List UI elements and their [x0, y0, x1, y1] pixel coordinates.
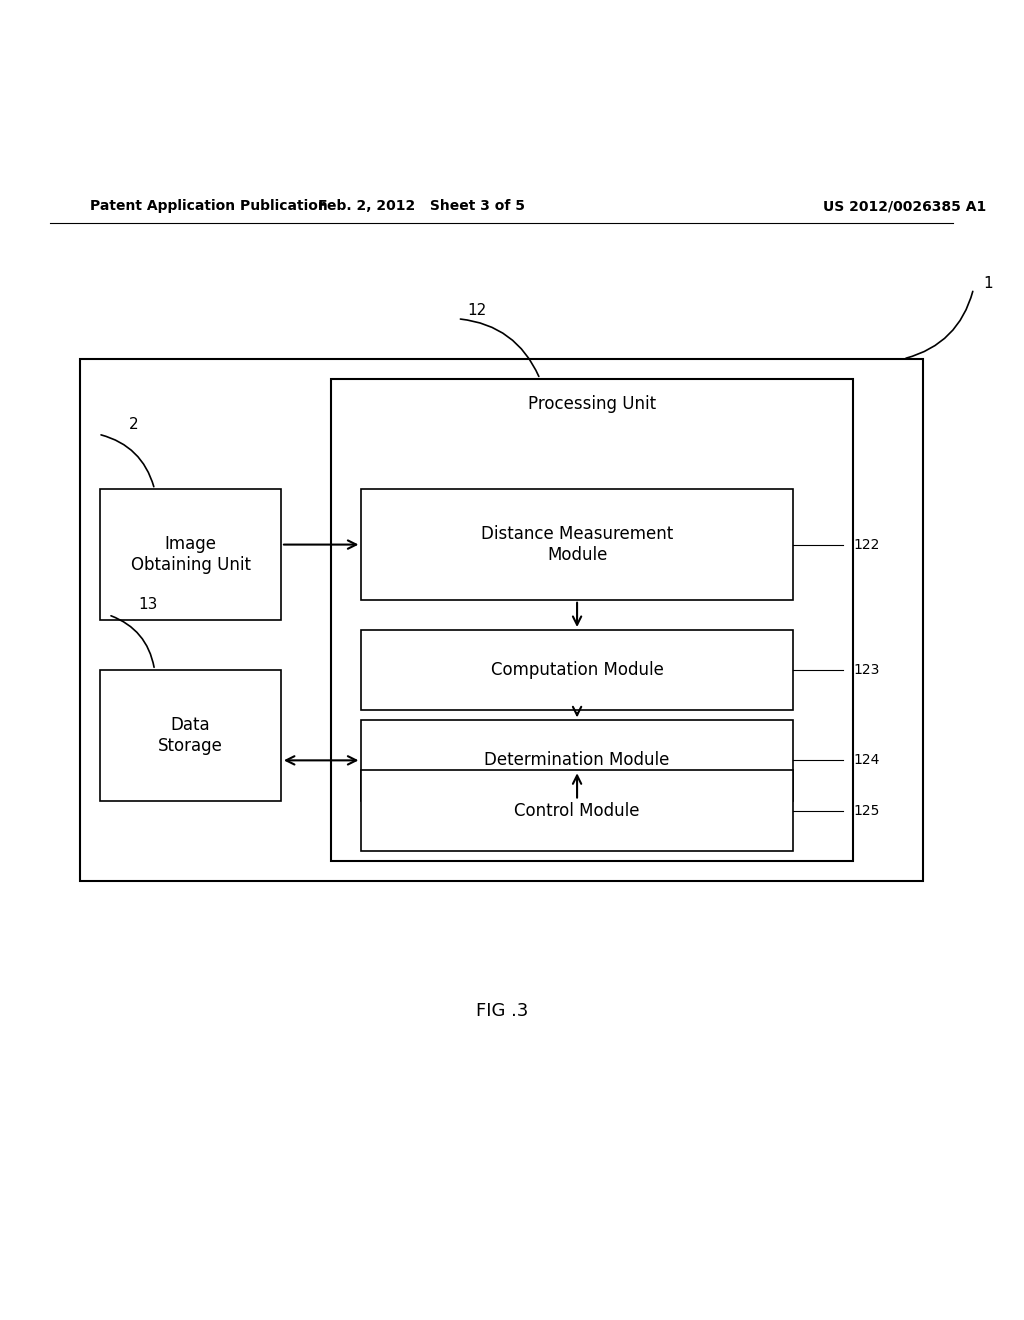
FancyBboxPatch shape [80, 359, 924, 880]
Text: Determination Module: Determination Module [484, 751, 670, 770]
Text: FIG .3: FIG .3 [475, 1002, 528, 1020]
FancyBboxPatch shape [361, 771, 793, 850]
FancyBboxPatch shape [361, 490, 793, 599]
FancyBboxPatch shape [100, 671, 281, 800]
Text: 123: 123 [853, 663, 880, 677]
Text: Computation Module: Computation Module [490, 661, 664, 678]
Text: 124: 124 [853, 754, 880, 767]
Text: 2: 2 [128, 417, 138, 432]
FancyBboxPatch shape [361, 721, 793, 800]
Text: Patent Application Publication: Patent Application Publication [90, 199, 328, 214]
Text: Processing Unit: Processing Unit [528, 395, 656, 413]
Text: 12: 12 [468, 304, 487, 318]
FancyBboxPatch shape [361, 630, 793, 710]
Text: Distance Measurement
Module: Distance Measurement Module [481, 525, 673, 564]
Text: Image
Obtaining Unit: Image Obtaining Unit [131, 535, 251, 574]
Text: Feb. 2, 2012   Sheet 3 of 5: Feb. 2, 2012 Sheet 3 of 5 [318, 199, 525, 214]
Text: 122: 122 [853, 537, 880, 552]
FancyBboxPatch shape [331, 379, 853, 861]
Text: Data
Storage: Data Storage [159, 715, 223, 755]
Text: Control Module: Control Module [514, 801, 640, 820]
FancyBboxPatch shape [100, 490, 281, 620]
Text: 1: 1 [983, 276, 993, 292]
Text: US 2012/0026385 A1: US 2012/0026385 A1 [823, 199, 986, 214]
Text: 125: 125 [853, 804, 880, 817]
Text: 13: 13 [138, 598, 158, 612]
